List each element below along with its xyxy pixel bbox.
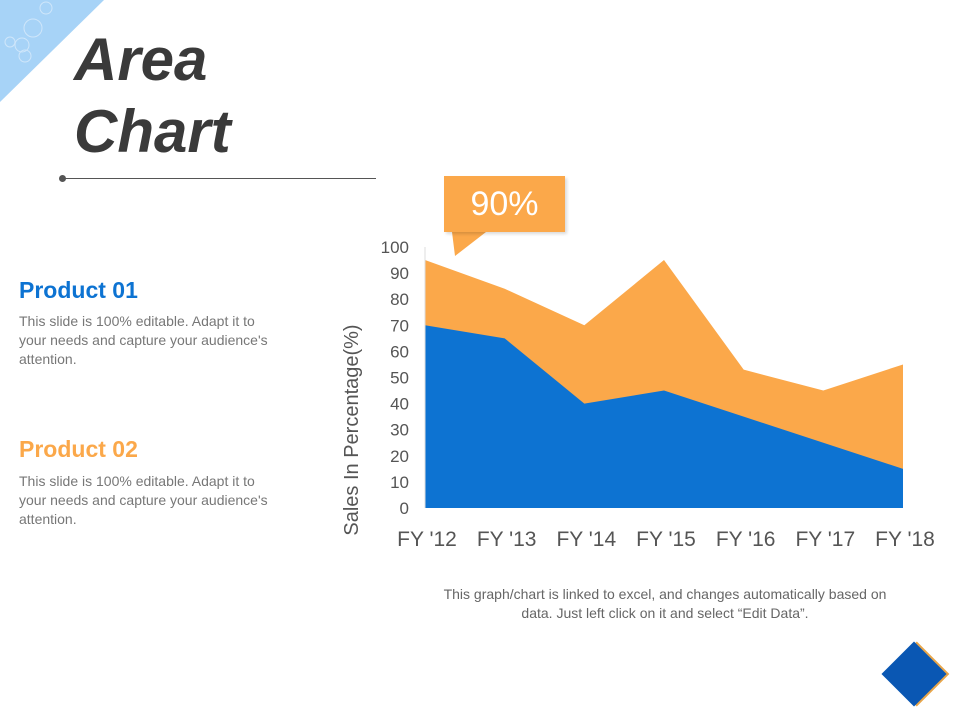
- y-tick-label: 80: [390, 290, 409, 309]
- y-axis-label: Sales In Percentage(%): [341, 324, 363, 535]
- y-tick-label: 60: [390, 342, 409, 361]
- x-tick-label: FY '16: [716, 528, 776, 551]
- title-divider: [62, 178, 376, 179]
- y-tick-label: 30: [390, 421, 409, 440]
- callout-pointer: [452, 232, 486, 256]
- y-tick-label: 40: [390, 395, 409, 414]
- y-tick-label: 50: [390, 369, 409, 388]
- product-02-heading: Product 02: [19, 436, 138, 462]
- page-title: Area Chart: [74, 26, 231, 165]
- x-tick-label: FY '18: [875, 528, 935, 551]
- x-tick-label: FY '12: [397, 528, 457, 551]
- y-tick-label: 70: [390, 316, 409, 335]
- chart-note: This graph/chart is linked to excel, and…: [443, 586, 887, 621]
- y-tick-label: 100: [381, 238, 409, 257]
- y-tick-label: 0: [400, 499, 409, 518]
- y-tick-label: 20: [390, 447, 409, 466]
- x-tick-label: FY '15: [636, 528, 696, 551]
- x-tick-label: FY '14: [556, 528, 616, 551]
- area-series-2[interactable]: [425, 325, 903, 508]
- product-01-text: This slide is 100% editable. Adapt it to…: [19, 313, 268, 367]
- callout-badge: 90%: [444, 176, 565, 232]
- corner-decoration: [0, 0, 104, 102]
- x-tick-label: FY '13: [477, 528, 537, 551]
- product-02-text: This slide is 100% editable. Adapt it to…: [19, 473, 268, 527]
- x-tick-label: FY '17: [795, 528, 855, 551]
- y-tick-label: 90: [390, 264, 409, 283]
- y-tick-label: 10: [390, 473, 409, 492]
- product-01-heading: Product 01: [19, 277, 138, 303]
